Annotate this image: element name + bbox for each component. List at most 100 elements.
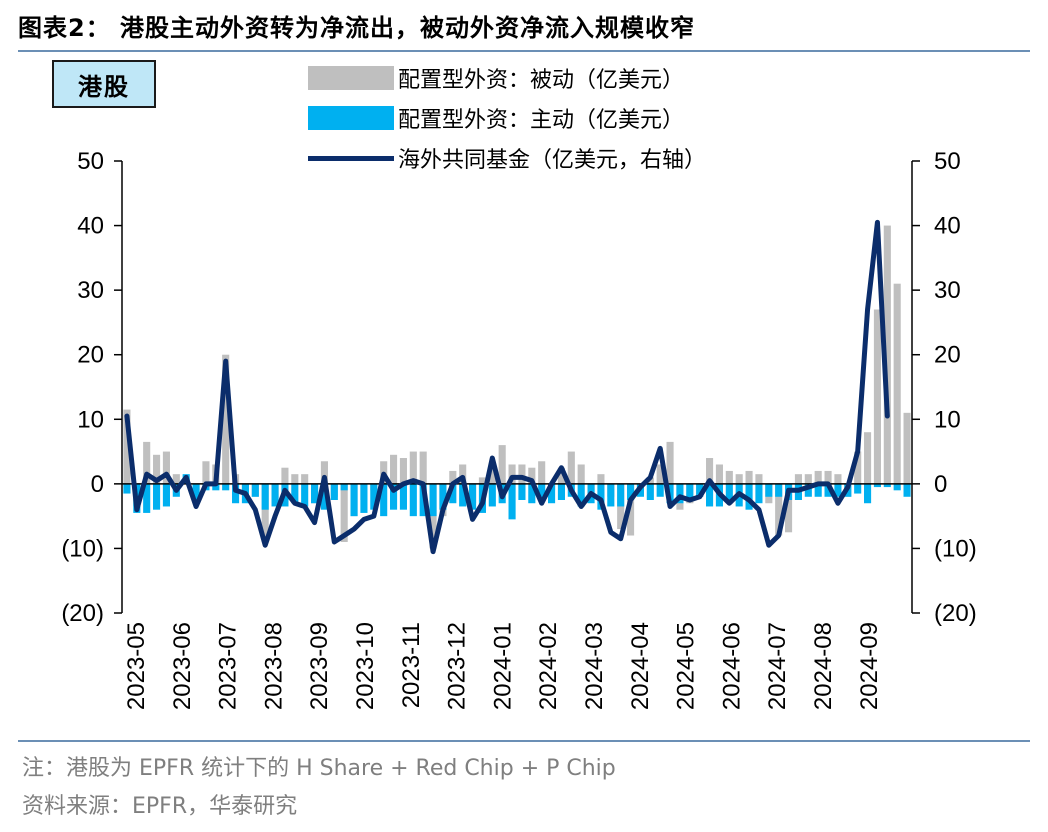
bar-passive [893,283,901,484]
bar-active [488,483,496,507]
bar-passive [883,225,891,484]
bar-active [518,483,526,500]
bar-active [459,483,467,507]
bar-passive [291,474,299,484]
bar-passive [706,458,714,484]
bar-passive [261,483,269,542]
bar-active [745,483,753,510]
bar-passive [725,470,733,484]
bar-active [903,483,911,497]
bar-active [232,483,240,504]
x-axis-tick-label: 2023-12 [444,622,471,710]
right-axis-tick-label: (10) [934,535,977,562]
bar-passive [153,454,161,484]
bar-passive [518,464,526,484]
bar-active [765,483,773,497]
legend-item-active: 配置型外资：主动（亿美元） [308,98,706,138]
bar-active [864,483,872,504]
bar-active [192,483,200,504]
bar-passive [340,483,348,542]
bar-active [627,483,635,500]
bar-passive [775,483,783,536]
bar-active [538,483,546,500]
bar-active [350,483,358,517]
legend-swatch-overseas [308,155,394,161]
bar-active [528,483,536,504]
bar-active [617,483,625,507]
bar-active [557,483,565,500]
title-rule [18,50,1030,52]
bar-active [439,483,447,510]
bar-active [409,483,417,517]
bar-active [646,483,654,500]
bar-active [607,483,615,507]
right-axis-tick-label: 0 [934,471,947,498]
bar-active [123,483,131,494]
bar-active [883,483,891,488]
bar-passive [498,445,506,484]
bar-active [261,483,269,510]
x-axis-tick-label: 2024-07 [764,622,791,710]
bar-passive [281,467,289,484]
bar-passive [715,464,723,484]
right-axis-tick-label: (20) [934,600,977,627]
bar-active [390,483,398,510]
left-axis-tick-label: 30 [77,277,104,304]
left-axis-tick-label: 50 [77,148,104,175]
x-axis-tick-label: 2024-08 [810,622,837,710]
market-badge: 港股 [52,60,156,108]
bar-passive [202,461,210,484]
right-axis-tick-label: 40 [934,213,961,240]
bar-passive [804,474,812,484]
legend-item-overseas: 海外共同基金（亿美元，右轴） [308,138,706,178]
x-axis-tick-label: 2023-07 [215,622,242,710]
left-axis-tick-label: (10) [61,535,104,562]
legend-label-active: 配置型外资：主动（亿美元） [398,108,685,133]
bar-active [893,483,901,491]
bar-passive [864,432,872,484]
bar-active [814,483,822,497]
bar-passive [320,461,328,484]
left-axis-tick-label: 40 [77,213,104,240]
bar-active [330,483,338,500]
bar-passive [508,464,516,484]
legend-label-overseas: 海外共同基金（亿美元，右轴） [398,148,707,173]
bar-passive [419,451,427,484]
chart-plot: 50 50 40 40 30 30 20 20 10 10 0 0 (10) (10) (20) (20) 20… [61,148,977,710]
x-axis-tick-label: 2024-01 [489,622,516,710]
right-axis-tick-label: 30 [934,277,961,304]
bar-passive [143,441,151,484]
bar-passive [755,474,763,484]
bar-active [370,483,378,510]
bar-active [725,483,733,504]
right-axis-tick-label: 50 [934,148,961,175]
bar-passive [172,474,180,484]
bar-active [162,483,170,507]
bar-active [775,483,783,497]
bar-passive [449,470,457,484]
bar-passive [162,451,170,484]
bar-passive [666,441,674,484]
x-axis-tick-label: 2023-08 [260,622,287,710]
bar-passive [459,464,467,484]
bar-active [706,483,714,507]
chart-source: 资料来源：EPFR，华泰研究 [22,794,298,819]
bar-active [854,483,862,494]
bar-active [399,483,407,510]
x-axis-tick-label: 2024-02 [535,622,562,710]
bar-passive [301,474,309,484]
right-axis-tick-label: 20 [934,342,961,369]
x-axis-tick-label: 2023-06 [169,622,196,710]
bar-active [380,483,388,517]
bar-active [251,483,259,497]
bar-active [597,483,605,510]
bar-active [301,483,309,507]
legend-label-passive: 配置型外资：被动（亿美元） [398,68,685,93]
bar-active [320,483,328,510]
bar-active [360,483,368,513]
bar-passive [538,461,546,484]
bar-active [222,483,230,491]
bar-passive [390,454,398,484]
x-axis-tick-label: 2024-09 [856,622,883,710]
bar-active [153,483,161,510]
